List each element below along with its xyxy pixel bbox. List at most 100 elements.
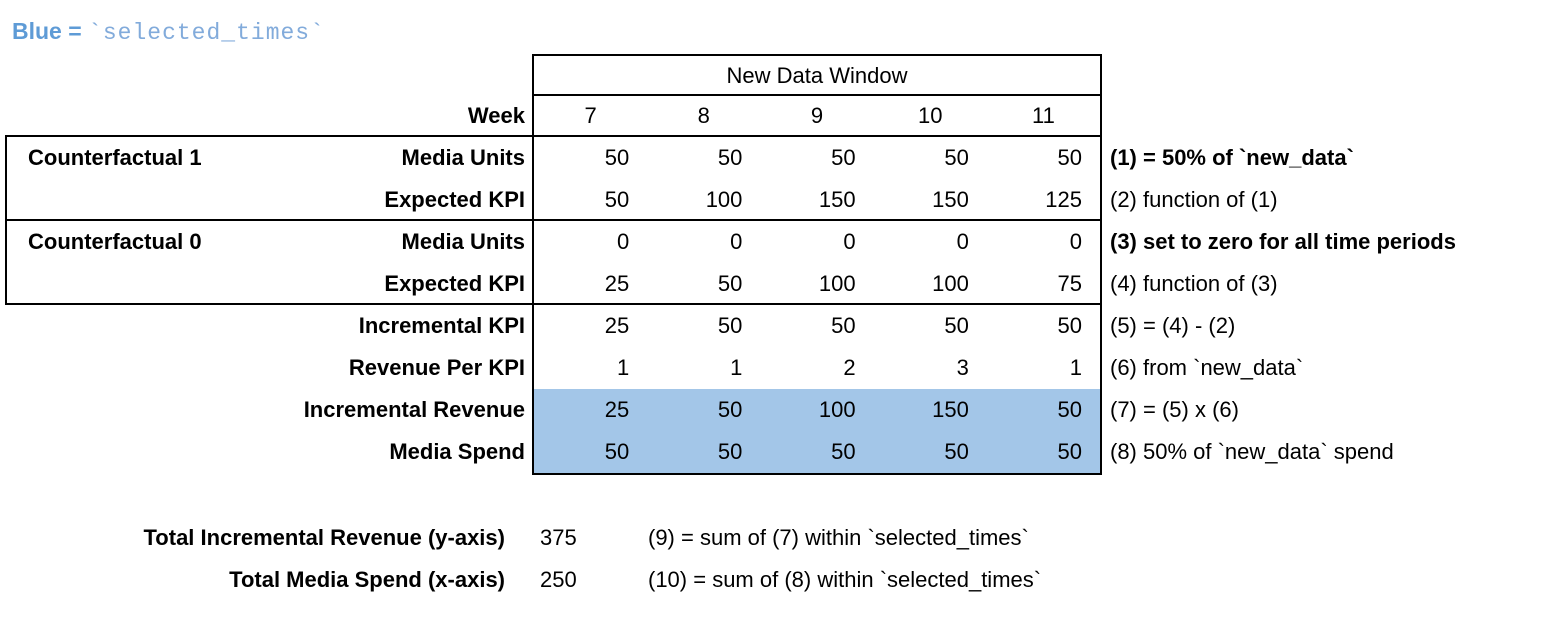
- cell: 50: [944, 439, 969, 464]
- cell: 1: [1069, 355, 1083, 380]
- cell: 50: [831, 439, 856, 464]
- cell: 3: [956, 355, 969, 380]
- table-row-media-spend: Media Spend 50 50 50 50 50 (8) 50% of `n…: [0, 431, 1544, 473]
- border-header-top: [532, 54, 1102, 56]
- legend-prefix: Blue =: [12, 18, 89, 44]
- row-annotation: (4) function of (3): [1110, 271, 1278, 296]
- row-label: Media Units: [401, 145, 525, 170]
- row-label: Media Spend: [389, 439, 525, 464]
- cell: 150: [932, 187, 969, 212]
- row-label: Media Units: [401, 229, 525, 254]
- table-row-media-units-cf1: Media Units 50 50 50 50 50 (1) = 50% of …: [0, 137, 1544, 179]
- border-header-bottom: [532, 94, 1102, 96]
- row-annotation: (6) from `new_data`: [1110, 355, 1304, 380]
- cell: 50: [831, 313, 856, 338]
- cell: 50: [831, 145, 856, 170]
- cell: 50: [717, 271, 743, 296]
- row-label: Expected KPI: [384, 271, 525, 296]
- cell: 100: [932, 271, 969, 296]
- cell: 125: [1045, 187, 1083, 212]
- cell: 0: [843, 229, 856, 254]
- cell: 150: [932, 397, 969, 422]
- counterfactual-1-label: Counterfactual 1: [28, 145, 202, 170]
- border-table-bottom: [532, 473, 1102, 475]
- row-cells-highlighted: 50 50 50 50 50: [534, 431, 1100, 473]
- row-annotation: (5) = (4) - (2): [1110, 313, 1236, 338]
- cell: 100: [818, 271, 856, 296]
- total-media-spend-label: Total Media Spend (x-axis): [229, 567, 505, 592]
- table-row-expected-kpi-cf0: Expected KPI 25 50 100 100 75 (4) functi…: [0, 263, 1544, 305]
- total-media-spend-value: 250: [540, 567, 577, 592]
- cell: 50: [717, 313, 743, 338]
- cell: 50: [717, 439, 743, 464]
- cell: 2: [843, 355, 856, 380]
- row-annotation: (2) function of (1): [1110, 187, 1278, 212]
- row-label: Revenue Per KPI: [348, 355, 525, 380]
- cell: 0: [1069, 229, 1083, 254]
- cell: 75: [1057, 271, 1083, 296]
- table-body: Media Units 50 50 50 50 50 (1) = 50% of …: [0, 137, 1544, 473]
- cell: 50: [1057, 145, 1083, 170]
- row-label: Incremental KPI: [358, 313, 525, 338]
- cell: 50: [604, 187, 630, 212]
- row-cells-highlighted: 25 50 100 150 50: [534, 389, 1100, 431]
- row-annotation: (1) = 50% of `new_data`: [1110, 145, 1354, 170]
- cell: 150: [818, 187, 856, 212]
- row-cells: 25 50 100 100 75: [534, 263, 1100, 305]
- row-cells: 50 50 50 50 50: [534, 137, 1100, 179]
- cell: 25: [604, 271, 630, 296]
- cell: 50: [604, 145, 630, 170]
- table-row-revenue-per-kpi: Revenue Per KPI 1 1 2 3 1 (6) from `new_…: [0, 347, 1544, 389]
- week-11: 11: [1031, 103, 1055, 128]
- cell: 100: [818, 397, 856, 422]
- cell: 0: [730, 229, 743, 254]
- week-9: 9: [810, 103, 824, 128]
- legend-code: `selected_times`: [88, 20, 325, 46]
- total-incremental-revenue-annotation: (9) = sum of (7) within `selected_times`: [648, 525, 1029, 550]
- week-label: Week: [467, 103, 525, 128]
- row-cells: 50 100 150 150 125: [534, 179, 1100, 221]
- cell: 50: [944, 313, 969, 338]
- row-cells: 1 1 2 3 1: [534, 347, 1100, 389]
- cell: 25: [604, 397, 630, 422]
- week-numbers: 7 8 9 10 11: [534, 96, 1100, 135]
- border-week-bottom: [5, 135, 1102, 137]
- cell: 50: [1057, 397, 1083, 422]
- total-incremental-revenue-row: Total Incremental Revenue (y-axis) 375 (…: [0, 521, 1544, 555]
- row-annotation: (7) = (5) x (6): [1110, 397, 1239, 422]
- week-8: 8: [697, 103, 710, 128]
- table-row-media-units-cf0: Media Units 0 0 0 0 0 (3) set to zero fo…: [0, 221, 1544, 263]
- cell: 0: [616, 229, 630, 254]
- cell: 50: [604, 439, 630, 464]
- cell: 50: [717, 397, 743, 422]
- cell: 50: [717, 145, 743, 170]
- border-left-box: [5, 135, 7, 305]
- border-cf-divider: [5, 219, 1102, 221]
- cell: 50: [1057, 439, 1083, 464]
- table-row-incremental-revenue: Incremental Revenue 25 50 100 150 50 (7)…: [0, 389, 1544, 431]
- legend: Blue = `selected_times`: [12, 18, 325, 46]
- new-data-window-header: New Data Window: [726, 63, 908, 88]
- week-row: Week 7 8 9 10 11: [0, 96, 1544, 135]
- table-row-incremental-kpi: Incremental KPI 25 50 50 50 50 (5) = (4)…: [0, 305, 1544, 347]
- border-data-left: [532, 54, 534, 475]
- total-incremental-revenue-value: 375: [540, 525, 577, 550]
- border-cf0-bottom: [5, 303, 1102, 305]
- row-label: Incremental Revenue: [303, 397, 525, 422]
- cell: 1: [730, 355, 743, 380]
- row-label: Expected KPI: [384, 187, 525, 212]
- table-row-expected-kpi-cf1: Expected KPI 50 100 150 150 125 (2) func…: [0, 179, 1544, 221]
- week-10: 10: [917, 103, 943, 128]
- cell: 50: [944, 145, 969, 170]
- cell: 25: [604, 313, 630, 338]
- cell: 1: [616, 355, 630, 380]
- row-cells: 25 50 50 50 50: [534, 305, 1100, 347]
- border-data-right: [1100, 54, 1102, 475]
- cell: 100: [705, 187, 743, 212]
- counterfactual-0-label: Counterfactual 0: [28, 229, 202, 254]
- row-annotation: (3) set to zero for all time periods: [1110, 229, 1456, 254]
- cell: 0: [956, 229, 969, 254]
- total-incremental-revenue-label: Total Incremental Revenue (y-axis): [143, 525, 506, 550]
- cell: 50: [1057, 313, 1083, 338]
